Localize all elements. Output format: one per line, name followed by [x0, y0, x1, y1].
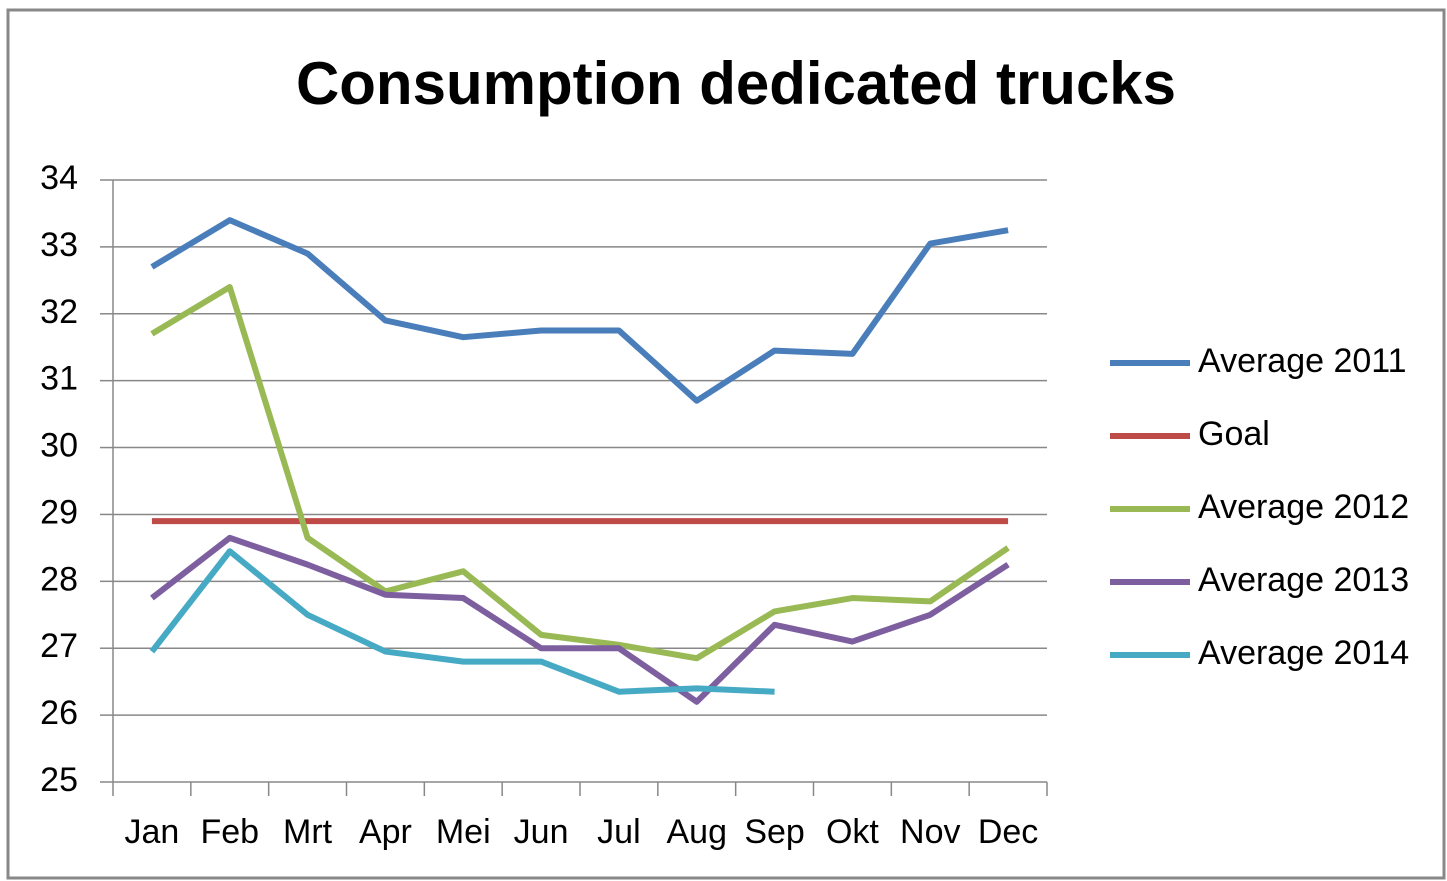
x-tick-label: Sep: [744, 813, 805, 851]
x-tick-label: Aug: [667, 813, 728, 851]
series-line: [150, 534, 1010, 705]
x-tick-label: Okt: [826, 813, 879, 851]
x-tick-label: Dec: [978, 813, 1038, 851]
legend-label: Average 2012: [1198, 488, 1409, 526]
x-tick-label: Feb: [200, 813, 259, 851]
y-tick-label: 31: [40, 360, 78, 398]
x-tick-label: Mei: [436, 813, 491, 851]
legend-label: Average 2011: [1198, 342, 1407, 380]
x-tick-label: Jan: [125, 813, 180, 851]
series-line: [149, 548, 775, 695]
series-line: [150, 217, 1009, 404]
x-tick-label: Apr: [359, 813, 412, 851]
y-tick-label: 29: [40, 493, 78, 531]
series-line: [150, 284, 1010, 662]
y-tick-label: 25: [40, 761, 78, 799]
legend-label: Average 2014: [1198, 634, 1409, 672]
x-tick-label: Jul: [597, 813, 640, 851]
legend-label: Average 2013: [1198, 561, 1409, 599]
y-tick-label: 33: [40, 226, 78, 264]
x-tick-label: Nov: [900, 813, 960, 851]
y-tick-label: 34: [40, 159, 78, 197]
chart-border: [6, 8, 1446, 880]
x-tick-label: Jun: [514, 813, 569, 851]
chart-title: Consumption dedicated trucks: [296, 50, 1176, 117]
x-tick-label: Mrt: [283, 813, 333, 851]
y-tick-label: 32: [40, 293, 78, 331]
y-tick-label: 28: [40, 560, 78, 598]
y-tick-label: 30: [40, 427, 78, 465]
legend-label: Goal: [1198, 415, 1270, 453]
y-tick-label: 27: [40, 627, 78, 665]
y-tick-label: 26: [40, 694, 78, 732]
